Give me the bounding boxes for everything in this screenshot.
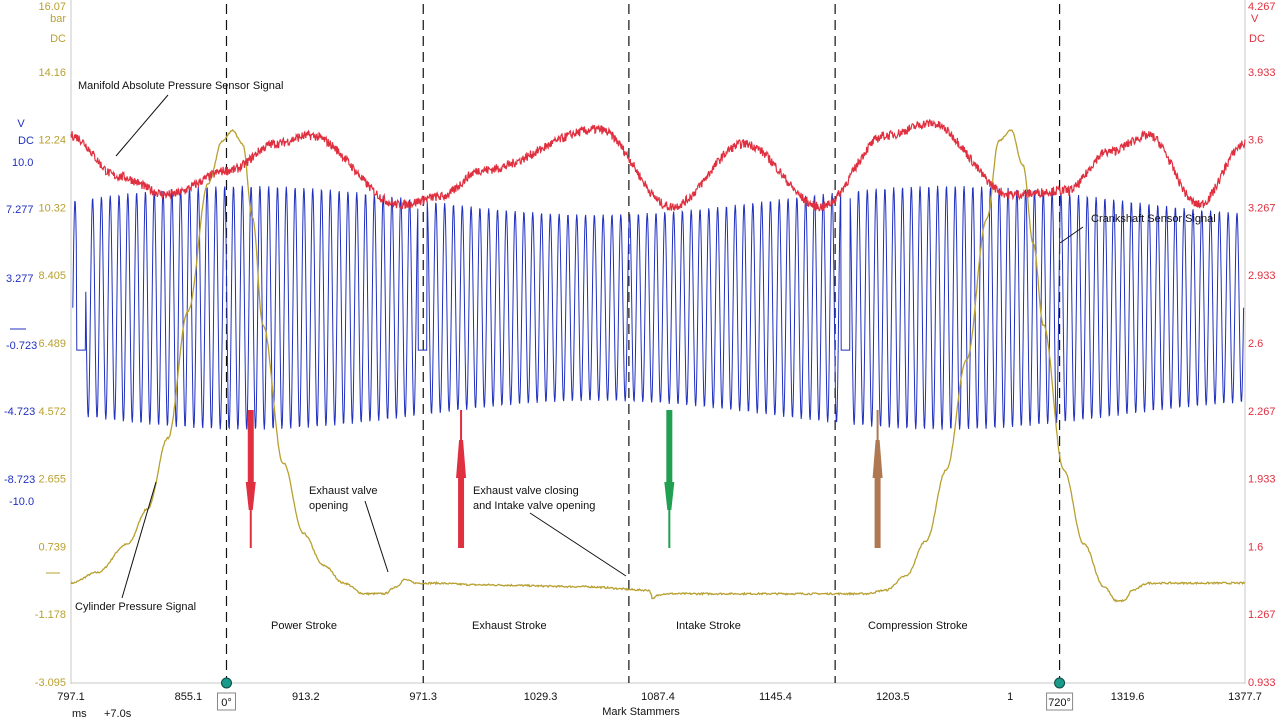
x-axis-unit: ms (72, 708, 87, 720)
leader-map-signal (115, 94, 169, 157)
map-tick-label: 2.267 (1248, 406, 1276, 418)
series-crankshaft-signal (72, 185, 1245, 430)
annotation-exhaust-valve-opening: Exhaust valve opening (309, 485, 381, 512)
leader-crankshaft-signal (1059, 226, 1084, 244)
map-tick-label: 1.6 (1248, 541, 1263, 553)
annotation-valve-overlap: Exhaust valve closing and Intake valve o… (473, 485, 595, 512)
annotation-crankshaft-signal: Crankshaft Sensor Signal (1091, 213, 1216, 225)
crank-tick-label: -8.723 (4, 474, 35, 486)
pressure-tick-label: 0.739 (38, 541, 66, 553)
annotation-exhaust-valve-opening-line-1: Exhaust valve (309, 485, 377, 497)
event-marker-3 (664, 410, 675, 548)
annotation-valve-overlap-line-1: Exhaust valve closing (473, 485, 579, 497)
map-tick-label: 2.933 (1248, 270, 1276, 282)
map-axis-coupling: DC (1249, 33, 1265, 45)
map-tick-label: 1.267 (1248, 609, 1276, 621)
pressure-tick-label: 4.572 (38, 406, 66, 418)
annotation-cylinder-pressure-signal: Cylinder Pressure Signal (75, 601, 196, 613)
ruler-handle-1 (220, 677, 232, 689)
pressure-tick-label: 16.07 (38, 1, 66, 13)
map-tick-label: 3.267 (1248, 202, 1276, 214)
x-tick-label: 971.3 (409, 691, 437, 703)
ruler-label-2: 720° (1048, 697, 1071, 709)
x-axis-title: Mark Stammers (602, 706, 680, 718)
map-axis-unit: V (1251, 13, 1259, 25)
crank-tick-label: -10.0 (9, 496, 34, 508)
x-tick-label: 1087.4 (641, 691, 675, 703)
crank-axis-unit: V (17, 118, 25, 130)
stroke-label-intake: Intake Stroke (676, 620, 741, 632)
leader-exhaust-valve-opening (364, 500, 389, 573)
ruler-label-box-1 (216, 692, 236, 711)
ruler-label-1: 0° (221, 697, 232, 709)
x-tick-label: 1029.3 (524, 691, 558, 703)
leader-valve-overlap (529, 512, 627, 577)
pressure-tick-label: -3.095 (35, 677, 66, 689)
annotation-exhaust-valve-opening-line-2: opening (309, 500, 348, 512)
pressure-tick-label: 6.489 (38, 338, 66, 350)
x-tick-label: 1203.5 (876, 691, 910, 703)
x-tick-label: 1319.6 (1111, 691, 1145, 703)
annotation-valve-overlap-line-2: and Intake valve opening (473, 500, 595, 512)
pressure-axis-coupling: DC (50, 33, 66, 45)
pressure-tick-label: 10.32 (38, 202, 66, 214)
x-tick-label: 1377.7 (1228, 691, 1262, 703)
event-marker-2 (456, 410, 467, 548)
map-tick-label: 3.6 (1248, 135, 1263, 147)
series-cylinder-pressure (70, 128, 1245, 603)
stroke-label-power: Power Stroke (271, 620, 337, 632)
pressure-tick-label: 2.655 (38, 474, 66, 486)
pressure-tick-label: -1.178 (35, 609, 66, 621)
ruler-label-box-2 (1046, 692, 1074, 711)
event-marker-4 (872, 410, 883, 548)
map-tick-label: 4.267 (1248, 1, 1276, 13)
leader-cylinder-pressure-signal (121, 481, 157, 599)
map-tick-label: 0.933 (1248, 677, 1276, 689)
pressure-tick-label: 8.405 (38, 270, 66, 282)
stroke-label-compression: Compression Stroke (868, 620, 968, 632)
pressure-tick-label: 14.16 (38, 67, 66, 79)
map-tick-label: 2.6 (1248, 338, 1263, 350)
series-map-signal (70, 119, 1246, 212)
ruler-handle-2 (1054, 677, 1066, 689)
stroke-label-exhaust: Exhaust Stroke (472, 620, 547, 632)
crank-tick-label: -0.723 (6, 340, 37, 352)
crank-tick-label: 10.0 (12, 157, 33, 169)
map-tick-label: 1.933 (1248, 474, 1276, 486)
x-axis-time-offset: +7.0s (104, 708, 132, 720)
x-tick-label: 797.1 (57, 691, 85, 703)
x-tick-label: 1145.4 (759, 691, 792, 703)
crank-tick-label: -4.723 (4, 406, 35, 418)
crank-tick-label: 7.277 (6, 204, 34, 216)
event-marker-1 (245, 410, 256, 548)
crank-tick-label: 3.277 (6, 273, 34, 285)
pressure-axis-unit: bar (50, 13, 66, 25)
pressure-tick-label: 12.24 (38, 135, 66, 147)
x-tick-label: 913.2 (292, 691, 320, 703)
crank-axis-coupling: DC (18, 135, 34, 147)
x-tick-label: 855.1 (175, 691, 203, 703)
x-tick-label: 1 (1007, 691, 1013, 703)
annotation-map-signal: Manifold Absolute Pressure Sensor Signal (78, 80, 283, 92)
map-tick-label: 3.933 (1248, 67, 1276, 79)
